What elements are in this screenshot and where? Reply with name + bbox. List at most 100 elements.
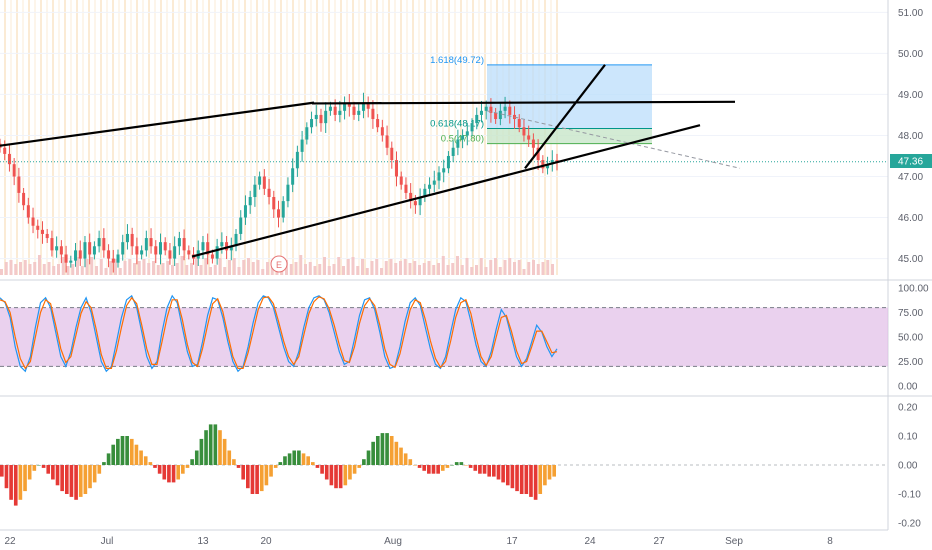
candle-body [225, 242, 229, 251]
volume-bar [261, 269, 265, 275]
candle-body [154, 246, 158, 255]
background-band [328, 0, 330, 275]
hist-bar [18, 465, 23, 500]
background-band [208, 0, 210, 275]
hist-bar [106, 453, 111, 465]
time-tick-label: Aug [384, 536, 402, 547]
hist-bar [310, 462, 315, 465]
time-tick-label: 8 [827, 536, 833, 547]
hist-bar [482, 465, 487, 474]
volume-bar [551, 264, 554, 275]
candle-body [536, 147, 540, 161]
hist-bar [375, 436, 380, 465]
candle-body [272, 197, 276, 210]
candle-body [135, 246, 139, 255]
hist-bar [190, 459, 194, 465]
volume-bar [152, 261, 155, 275]
hist-bar [543, 465, 547, 486]
candle-body [517, 119, 521, 128]
candle-body [328, 106, 332, 111]
hist-bar [454, 462, 459, 465]
hist-bar [236, 465, 241, 468]
stoch-tick-label: 100.00 [898, 284, 929, 295]
background-band [76, 0, 78, 275]
volume-bar [399, 261, 402, 275]
candle-body [333, 106, 337, 115]
background-band [154, 0, 156, 275]
volume-bar [351, 257, 355, 275]
candle-body [352, 106, 356, 115]
background-band [358, 0, 360, 275]
hist-bar [380, 433, 385, 465]
earnings-marker-circle[interactable] [270, 255, 288, 273]
background-band [124, 0, 126, 275]
hist-bar [399, 447, 403, 465]
candle-body [522, 127, 526, 136]
volume-bar [76, 257, 79, 275]
volume-bar [546, 260, 550, 275]
candle-body [17, 176, 21, 193]
background-band [280, 0, 282, 275]
volume-bar [536, 264, 540, 275]
candle-body [173, 246, 177, 259]
candle-body [475, 114, 479, 124]
price-tick-label: 51.00 [898, 8, 923, 19]
volume-bar [403, 259, 407, 275]
candle-body [168, 250, 172, 259]
last-price-badge-label: 47.36 [898, 157, 923, 168]
background-band [166, 0, 168, 275]
background-band [478, 0, 480, 275]
candle-body [116, 254, 120, 263]
volume-bar [4, 262, 8, 275]
candle-body [187, 250, 191, 255]
volume-bar [190, 263, 193, 275]
volume-bar [356, 266, 360, 275]
background-band [214, 0, 216, 275]
candle-body [300, 139, 304, 152]
candle-body [50, 238, 54, 251]
volume-bar [299, 255, 303, 275]
volume-bar [109, 261, 113, 275]
hist-bar [97, 465, 102, 474]
volume-bar [95, 266, 98, 275]
hist-bar [129, 438, 134, 465]
background-band [406, 0, 408, 275]
hist-bar [459, 462, 464, 465]
hist-bar [181, 465, 185, 474]
candle-body [201, 242, 205, 251]
hist-bar [445, 465, 450, 468]
volume-layer [0, 255, 554, 275]
volume-bar [318, 264, 322, 275]
hist-bar [60, 465, 64, 492]
hist-bar [348, 465, 352, 480]
trendlines-layer [0, 64, 736, 258]
background-band [436, 0, 438, 275]
hist-bar [334, 465, 338, 489]
candle-body [78, 250, 82, 259]
background-band [412, 0, 414, 275]
background-band [40, 0, 42, 275]
background-band [250, 0, 252, 275]
volume-bar [365, 268, 369, 275]
hist-bar [464, 465, 468, 466]
time-tick-label: 20 [260, 536, 272, 547]
hist-bar [529, 465, 533, 497]
volume-bar [90, 257, 94, 275]
candle-body [437, 172, 441, 181]
hist-bar [218, 430, 222, 465]
volume-bar [517, 260, 521, 275]
volume-bar [427, 261, 431, 275]
background-band [22, 0, 24, 275]
background-band [274, 0, 276, 275]
volume-bar [28, 264, 32, 275]
background-band [370, 0, 372, 275]
candle-body [432, 180, 436, 185]
background-band [112, 0, 114, 275]
volume-bar [38, 255, 41, 275]
volume-bar [323, 257, 326, 275]
earnings-marker[interactable]: E [270, 255, 288, 273]
candle-body [267, 188, 271, 198]
hist-bar [51, 465, 55, 480]
candle-body [281, 201, 285, 218]
candle-body [390, 147, 394, 161]
